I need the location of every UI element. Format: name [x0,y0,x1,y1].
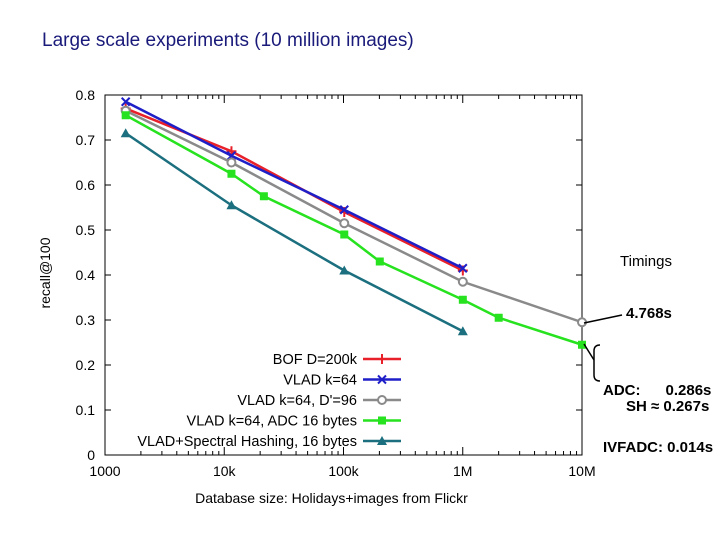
series-bof [120,103,468,276]
data-point [339,205,349,215]
data-point [458,295,467,304]
data-point [259,192,268,201]
series-adc [121,111,587,349]
data-point [120,97,131,107]
series-line [125,100,464,270]
legend-label: BOF D=200k [273,352,358,368]
y-tick-label: 0 [87,447,95,463]
data-point [340,230,349,239]
bof-timing: 4.768s [626,305,672,322]
y-tick-label: 0.8 [76,87,96,103]
y-tick-label: 0.1 [76,402,96,418]
data-point [120,128,131,138]
data-point [339,218,350,229]
x-tick-label: 1000 [89,463,120,479]
ivfadc-timing: IVFADC: 0.014s [603,439,714,456]
data-point [458,263,468,273]
y-tick-label: 0.3 [76,312,96,328]
adc-bracket [593,344,601,382]
series-vlad64 [120,97,468,273]
series-line [125,107,464,272]
data-point [578,340,587,349]
data-point [457,326,468,336]
adc-timings: ADC: 0.286s IVFADC: 0.014s [603,343,720,476]
timings-label: Timings [620,253,672,270]
legend-marker [377,395,387,405]
series-layer [120,97,588,349]
data-point [457,276,468,287]
axes: 0 0.1 0.2 0.3 0.4 0.5 0.6 0.7 0.8 1000 10k 100k 1M 10… [37,87,596,506]
legend: BOF D=200k VLAD k=64 VLAD k=64, D'=96 VLAD … [137,352,401,450]
x-tick-label: 10M [568,463,595,479]
legend-label: VLAD k=64 [283,373,357,389]
series-line [124,132,464,333]
y-tick-label: 0.4 [76,267,96,283]
series-line [125,114,583,346]
legend-marker [377,354,387,364]
data-point [494,313,503,322]
legend-label: VLAD k=64, ADC 16 bytes [187,414,357,430]
slide-title: Large scale experiments (10 million imag… [42,30,414,51]
x-tick-label: 100k [328,463,359,479]
annotation-lines [583,314,623,382]
legend-label: VLAD k=64, D'=96 [237,393,357,409]
bof-leader-line [583,314,623,324]
legend-marker [377,374,387,385]
series-sh [120,128,468,336]
data-point [227,169,236,178]
data-point [121,111,130,120]
x-axis-label: Database size: Holidays+images from Flic… [195,490,468,506]
y-tick-label: 0.5 [76,222,96,238]
data-point [339,265,350,275]
y-tick-label: 0.6 [76,177,96,193]
legend-marker [378,416,386,425]
data-point [226,157,237,168]
y-axis-label: recall@100 [37,237,53,308]
data-point [226,200,237,210]
y-tick-label: 0.2 [76,357,96,373]
data-point [375,257,384,266]
adc-timing: ADC: 0.286s [603,382,712,399]
legend-marker [377,436,387,445]
x-tick-label: 10k [213,463,237,479]
sh-timing: SH ≈ 0.267s [626,398,710,415]
y-tick-label: 0.7 [76,132,96,148]
adc-leader-line [583,343,595,361]
legend-label: VLAD+Spectral Hashing, 16 bytes [137,434,357,450]
x-tick-label: 1M [453,463,472,479]
